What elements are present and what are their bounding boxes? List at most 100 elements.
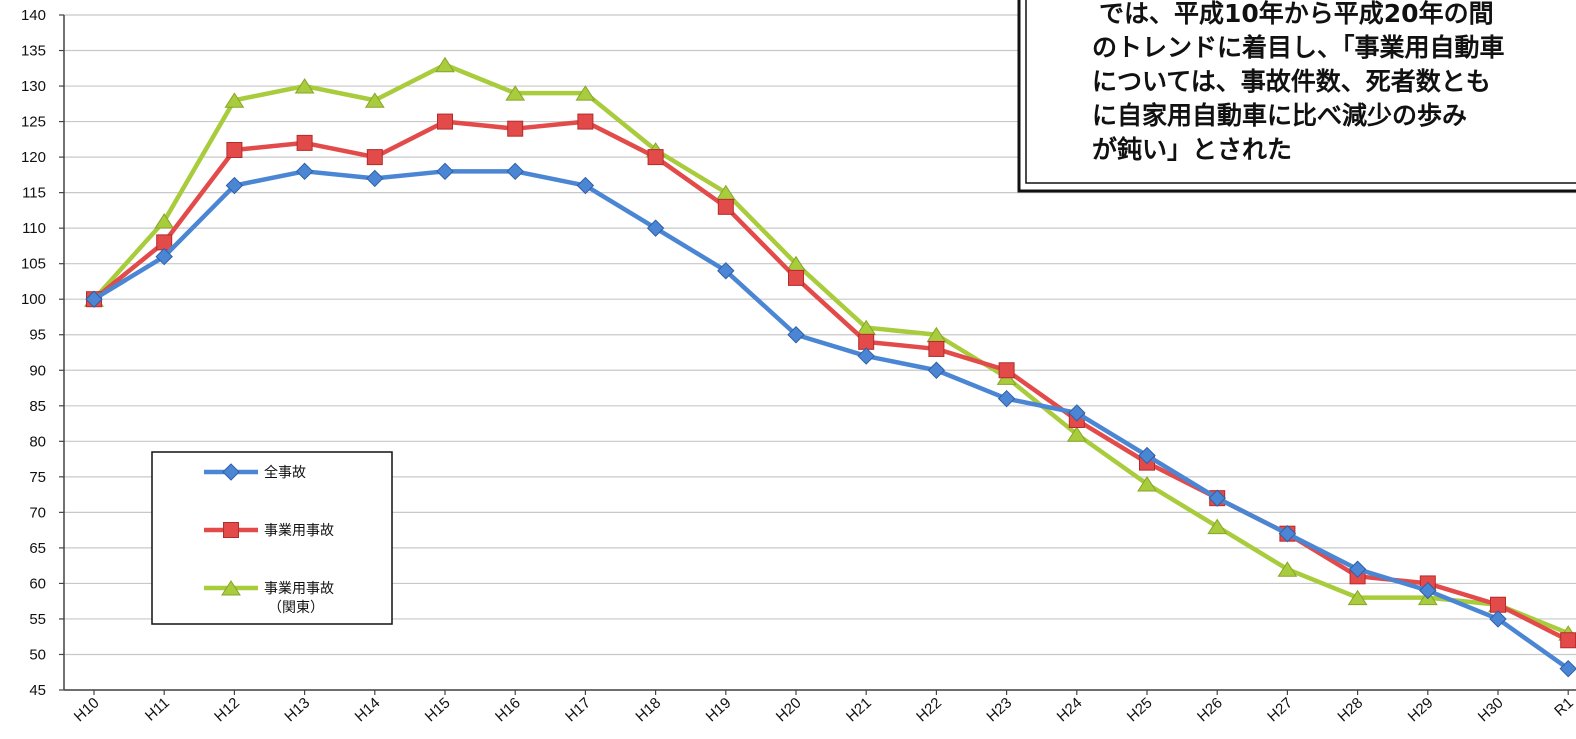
data-point [436,162,454,181]
legend-label: 事業用事故 [264,581,334,597]
annotation-line: については、事故件数、死者数とも [1092,67,1491,96]
y-tick-label: 95 [29,327,46,344]
x-tick-label: H30 [1475,694,1507,725]
legend-label-line2: （関東） [268,600,324,616]
annotation-frame [1017,0,1576,193]
data-point [1489,610,1507,628]
data-point [156,234,173,251]
data-point [717,198,734,215]
data-point [1138,446,1156,465]
x-tick-label: H18 [632,694,664,725]
annotation-line: のトレンドに着目し、「事業用自動車 [1092,33,1505,62]
x-tick-label: H26 [1194,694,1226,725]
x-tick-label: H23 [983,694,1015,725]
data-point [1278,524,1297,543]
y-tick-label: 120 [21,149,46,166]
annotation-line: では、平成10年から平成20年の間 [1099,0,1494,28]
data-point [364,92,385,108]
data-point [366,149,383,166]
x-tick-label: H22 [913,694,945,725]
data-point [155,247,173,266]
data-point [577,113,594,130]
x-tick-label: H25 [1124,694,1156,725]
data-point [788,269,804,286]
x-tick-label: H17 [562,694,594,725]
x-tick-label: H13 [281,694,313,725]
y-tick-label: 70 [29,504,46,521]
data-point [576,176,595,195]
y-tick-label: 50 [29,646,46,663]
data-point [366,169,384,188]
legend-marker [223,522,239,538]
legend-label: 事業用事故 [264,523,334,539]
data-point [437,113,453,130]
y-tick-label: 100 [21,291,46,308]
data-point [997,389,1016,408]
y-tick-label: 80 [29,433,46,450]
data-point [1559,659,1576,678]
annotation-line: が鈍い」とされた [1092,135,1292,164]
y-tick-label: 105 [21,256,46,273]
series-1 [85,162,1576,678]
y-tick-label: 45 [29,682,46,699]
data-point [154,213,175,229]
data-point [1490,596,1506,613]
data-point [224,92,245,108]
data-point [1419,581,1437,600]
series-2 [86,113,1576,649]
y-tick-label: 65 [29,540,46,557]
y-tick-label: 75 [29,469,46,486]
x-tick-label: H14 [352,694,384,725]
x-tick-label: H19 [703,694,735,725]
data-point [928,340,945,357]
data-point [647,149,664,166]
data-point [575,85,596,101]
data-point [1066,426,1087,442]
legend-box [151,451,393,625]
data-point [435,56,455,73]
y-tick-label: 125 [21,114,46,131]
data-point [1068,404,1086,422]
legend-marker [221,580,241,596]
x-tick-label: R1 [1551,694,1576,719]
y-tick-label: 110 [22,220,46,237]
data-point [294,78,315,94]
annotation-line: に自家用自動車に比べ減少の歩み [1092,101,1467,130]
data-point [717,262,735,280]
series-lines [84,56,1576,678]
y-axis: 45 50 55 60 65 70 75 80 85 90 95 100 105 110 115 120 125… [21,7,65,699]
y-tick-label: 90 [29,362,46,379]
x-tick-label: H27 [1264,694,1296,725]
annotation-box: では、平成10年から平成20年の間のトレンドに着目し、「事業用自動車については、… [1017,0,1576,193]
legend-label: 全事故 [264,464,306,481]
data-point [85,290,103,308]
x-tick-label: H11 [142,694,173,724]
y-tick-label: 130 [21,78,46,95]
y-tick-label: 140 [21,7,46,24]
y-tick-label: 115 [22,185,46,202]
legend-marker [222,463,240,481]
data-point [787,326,805,344]
data-point [858,333,875,350]
data-point [1347,589,1368,606]
data-point [1560,632,1576,649]
data-point [927,361,946,379]
data-point [1137,476,1157,492]
data-point [857,347,875,365]
x-tick-label: H15 [422,694,454,725]
data-point [646,219,665,237]
data-point [295,162,314,181]
x-tick-label: H16 [492,694,524,725]
y-tick-label: 85 [29,398,46,415]
y-tick-label: 60 [29,575,46,592]
data-point [505,85,526,101]
x-tick-label: H28 [1334,694,1366,725]
data-point [225,176,244,195]
x-tick-label: H10 [71,694,103,725]
x-tick-label: H24 [1054,694,1086,725]
data-point [998,362,1015,379]
x-tick-label: H21 [843,694,875,725]
x-tick-label: H20 [773,694,805,725]
